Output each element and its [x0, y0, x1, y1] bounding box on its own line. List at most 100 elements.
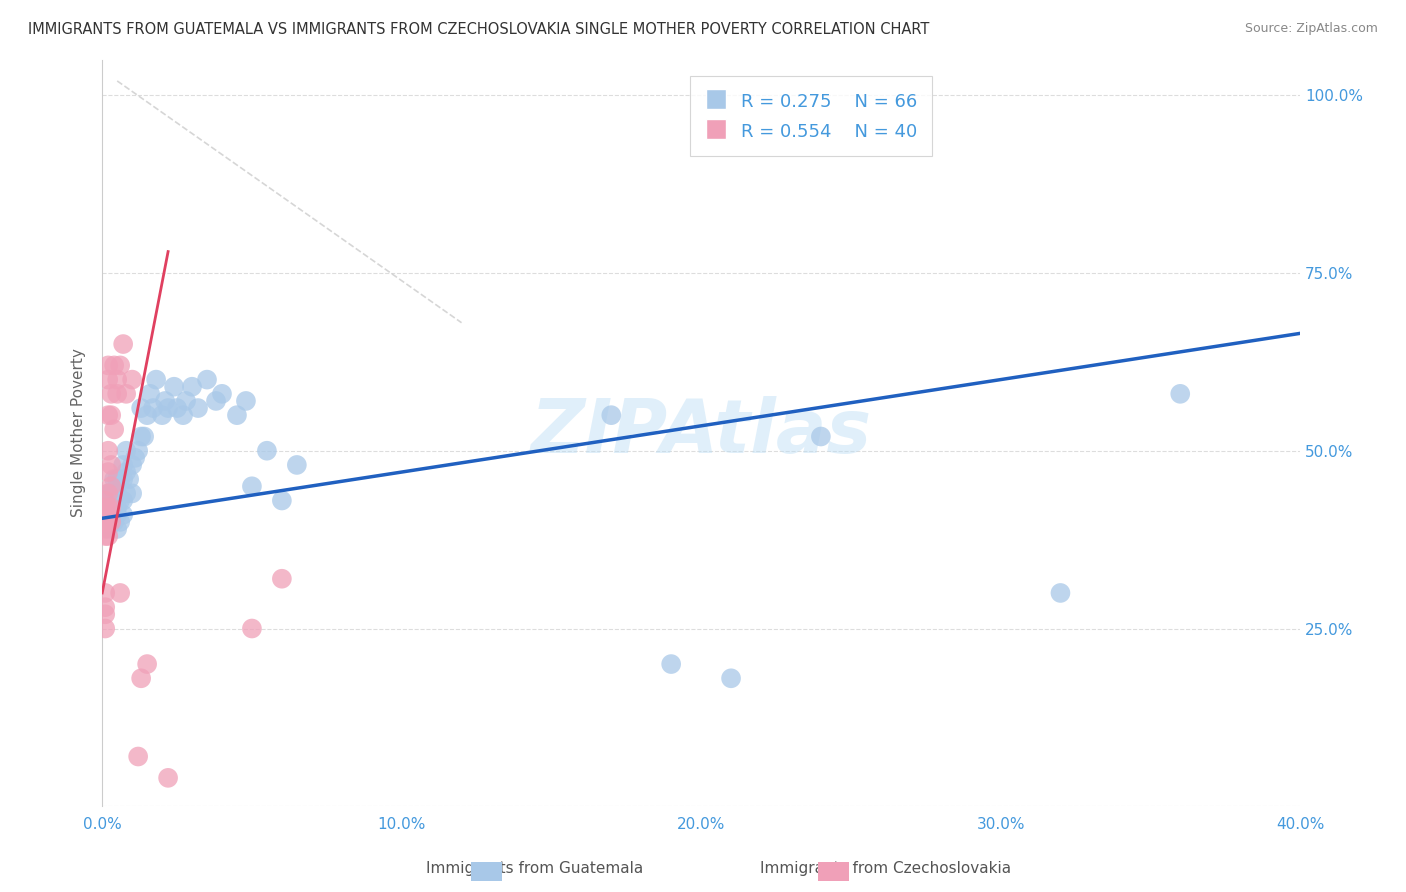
Point — [103, 500, 125, 515]
Point — [205, 393, 228, 408]
Text: ZIPAtlas: ZIPAtlas — [530, 396, 872, 469]
Point — [100, 387, 122, 401]
Point — [103, 486, 125, 500]
Point — [105, 500, 128, 515]
Point — [163, 380, 186, 394]
Point — [100, 508, 122, 522]
Point — [256, 443, 278, 458]
Point — [94, 493, 117, 508]
Legend: R = 0.275    N = 66, R = 0.554    N = 40: R = 0.275 N = 66, R = 0.554 N = 40 — [690, 76, 932, 156]
Point — [112, 472, 135, 486]
Point — [270, 493, 292, 508]
Point — [112, 337, 135, 351]
Point — [659, 657, 682, 671]
Point — [810, 429, 832, 443]
Point — [100, 458, 122, 472]
Point — [94, 522, 117, 536]
Point — [97, 443, 120, 458]
Point — [97, 522, 120, 536]
Point — [97, 465, 120, 479]
Point — [94, 600, 117, 615]
Point — [157, 401, 180, 415]
Point — [105, 373, 128, 387]
Point — [97, 486, 120, 500]
Text: IMMIGRANTS FROM GUATEMALA VS IMMIGRANTS FROM CZECHOSLOVAKIA SINGLE MOTHER POVERT: IMMIGRANTS FROM GUATEMALA VS IMMIGRANTS … — [28, 22, 929, 37]
Point — [127, 749, 149, 764]
Point — [103, 472, 125, 486]
Point — [94, 508, 117, 522]
Point — [105, 387, 128, 401]
Y-axis label: Single Mother Poverty: Single Mother Poverty — [72, 349, 86, 517]
Point — [105, 486, 128, 500]
Point — [285, 458, 308, 472]
Point — [112, 493, 135, 508]
Point — [94, 508, 117, 522]
Text: Immigrants from Guatemala: Immigrants from Guatemala — [426, 861, 643, 876]
Point — [136, 657, 159, 671]
Point — [129, 671, 152, 685]
Point — [121, 458, 143, 472]
Point — [136, 408, 159, 422]
Point — [94, 586, 117, 600]
Point — [115, 387, 138, 401]
Text: Immigrants from Czechoslovakia: Immigrants from Czechoslovakia — [761, 861, 1011, 876]
Point — [105, 508, 128, 522]
Point — [97, 359, 120, 373]
Point — [108, 586, 131, 600]
Point — [1168, 387, 1191, 401]
Point — [108, 515, 131, 529]
Point — [97, 500, 120, 515]
Point — [235, 393, 257, 408]
Point — [181, 380, 204, 394]
Point — [195, 373, 218, 387]
Point — [100, 515, 122, 529]
Point — [157, 771, 180, 785]
Point — [105, 472, 128, 486]
Point — [166, 401, 188, 415]
Point — [134, 429, 156, 443]
Point — [240, 479, 263, 493]
Point — [97, 486, 120, 500]
Point — [153, 393, 176, 408]
Point — [108, 359, 131, 373]
Point — [105, 522, 128, 536]
Point — [97, 373, 120, 387]
Point — [121, 486, 143, 500]
Point — [172, 408, 194, 422]
Point — [97, 515, 120, 529]
Point — [115, 465, 138, 479]
Point — [226, 408, 249, 422]
Point — [115, 486, 138, 500]
Point — [118, 472, 141, 486]
Point — [97, 508, 120, 522]
Point — [720, 671, 742, 685]
Point — [112, 458, 135, 472]
Point — [112, 508, 135, 522]
Point — [100, 479, 122, 493]
Point — [240, 622, 263, 636]
Point — [103, 359, 125, 373]
Point — [108, 493, 131, 508]
Point — [174, 393, 197, 408]
Point — [103, 422, 125, 436]
Point — [108, 472, 131, 486]
Point — [145, 373, 167, 387]
Point — [100, 500, 122, 515]
Point — [97, 500, 120, 515]
Point — [94, 500, 117, 515]
Point — [94, 515, 117, 529]
Point — [97, 408, 120, 422]
Point — [103, 515, 125, 529]
Point — [100, 486, 122, 500]
Point — [139, 387, 162, 401]
Point — [211, 387, 233, 401]
Point — [100, 408, 122, 422]
Point — [100, 515, 122, 529]
Point — [129, 401, 152, 415]
Point — [121, 373, 143, 387]
Point — [129, 429, 152, 443]
Point — [187, 401, 209, 415]
Point — [1049, 586, 1071, 600]
Point — [94, 500, 117, 515]
Point — [94, 529, 117, 543]
